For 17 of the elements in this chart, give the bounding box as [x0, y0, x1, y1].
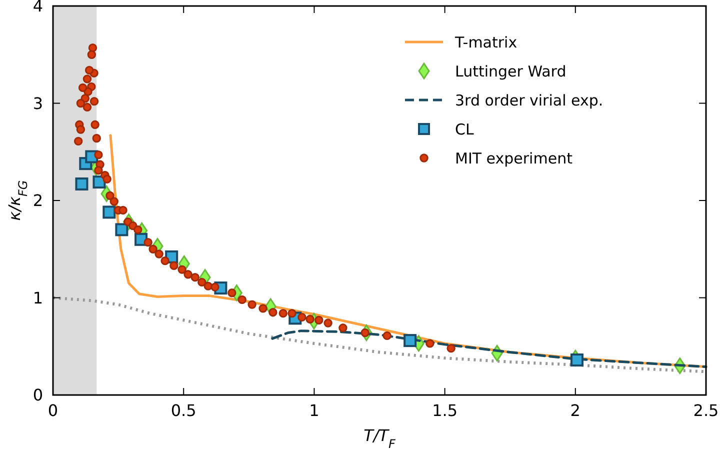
- legend-label: MIT experiment: [455, 149, 573, 168]
- y-tick-label: 2: [32, 191, 43, 210]
- legend-label: 3rd order virial exp.: [455, 91, 604, 110]
- y-tick-label: 1: [32, 288, 43, 308]
- x-tick-label: 1: [309, 401, 320, 420]
- x-tick-label: 2.5: [693, 401, 719, 420]
- legend-label: T-matrix: [454, 33, 518, 52]
- legend-label: Luttinger Ward: [455, 62, 566, 80]
- y-tick-label: 0: [32, 386, 43, 405]
- y-tick-label: 3: [32, 94, 43, 113]
- x-axis-title: T/T$_{F}$: [364, 426, 397, 451]
- legend-label: CL: [455, 120, 474, 138]
- x-tick-label: 1.5: [432, 401, 458, 420]
- x-tick-label: 0: [48, 401, 58, 420]
- y-tick-label: 4: [32, 0, 43, 16]
- x-tick-label: 0.5: [170, 401, 196, 420]
- x-tick-label: 2: [570, 401, 580, 420]
